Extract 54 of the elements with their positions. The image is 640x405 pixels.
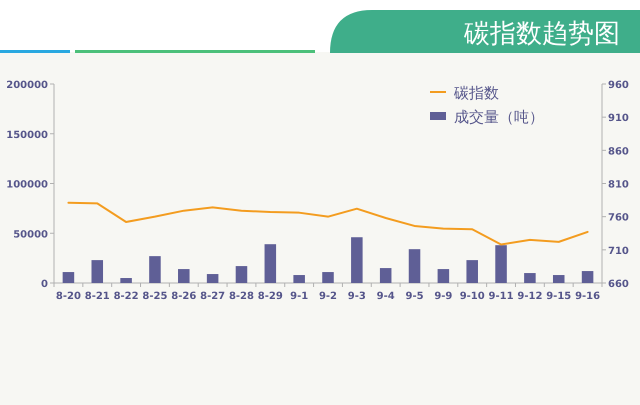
legend-label: 碳指数	[453, 84, 499, 102]
x-tick-label: 9-4	[376, 291, 395, 302]
x-tick-label: 9-12	[517, 291, 542, 302]
x-tick-label: 8-20	[56, 291, 81, 302]
y2-tick-label: 760	[608, 212, 629, 224]
bar	[322, 272, 334, 283]
y-tick-label: 150000	[6, 130, 48, 141]
y2-tick-label: 660	[608, 279, 629, 290]
bar	[351, 237, 363, 283]
x-tick-label: 9-9	[434, 291, 452, 302]
bar	[552, 275, 565, 283]
x-tick-label: 8-22	[114, 291, 139, 302]
bar	[206, 274, 218, 283]
y-tick-label: 0	[41, 279, 48, 290]
bar	[466, 260, 478, 283]
bar	[264, 244, 276, 283]
x-tick-label: 8-27	[200, 291, 226, 302]
x-tick-label: 8-28	[228, 291, 254, 302]
bar	[582, 271, 594, 283]
x-tick-label: 9-10	[460, 291, 485, 302]
y-tick-label: 50000	[13, 229, 48, 240]
x-tick-label: 9-16	[575, 291, 600, 302]
bar	[178, 269, 190, 283]
y2-tick-label: 710	[608, 246, 629, 257]
y2-tick-label: 810	[608, 180, 629, 190]
bar	[408, 249, 420, 283]
bar	[120, 278, 132, 283]
bar	[91, 260, 104, 283]
line-series	[67, 202, 589, 246]
x-tick-label: 8-29	[258, 291, 283, 302]
y-tick-label: 100000	[6, 180, 48, 190]
y2-tick-label: 860	[608, 146, 629, 158]
x-tick-label: 9-15	[546, 291, 572, 302]
bar	[524, 273, 536, 283]
bar	[236, 266, 248, 283]
bar	[62, 272, 74, 283]
x-tick-label: 9-11	[488, 291, 514, 302]
bar	[149, 256, 161, 283]
x-tick-label: 8-26	[171, 291, 196, 302]
x-tick-label: 9-3	[348, 291, 366, 302]
y-tick-label: 200000	[6, 80, 48, 91]
x-tick-label: 9-1	[290, 291, 308, 302]
chart-title: 碳指数趋势图	[463, 19, 620, 49]
x-tick-label: 8-21	[84, 291, 110, 302]
bar	[293, 275, 305, 283]
y2-tick-label: 960	[608, 80, 629, 91]
x-tick-label: 9-2	[318, 291, 338, 302]
x-tick-label: 9-5	[405, 291, 424, 302]
y2-tick-label: 910	[608, 113, 629, 124]
bar	[438, 269, 450, 283]
x-tick-label: 8-25	[142, 291, 168, 302]
legend-label: 成交量（吨）	[454, 108, 544, 126]
bar	[380, 268, 392, 283]
bar	[495, 245, 507, 283]
